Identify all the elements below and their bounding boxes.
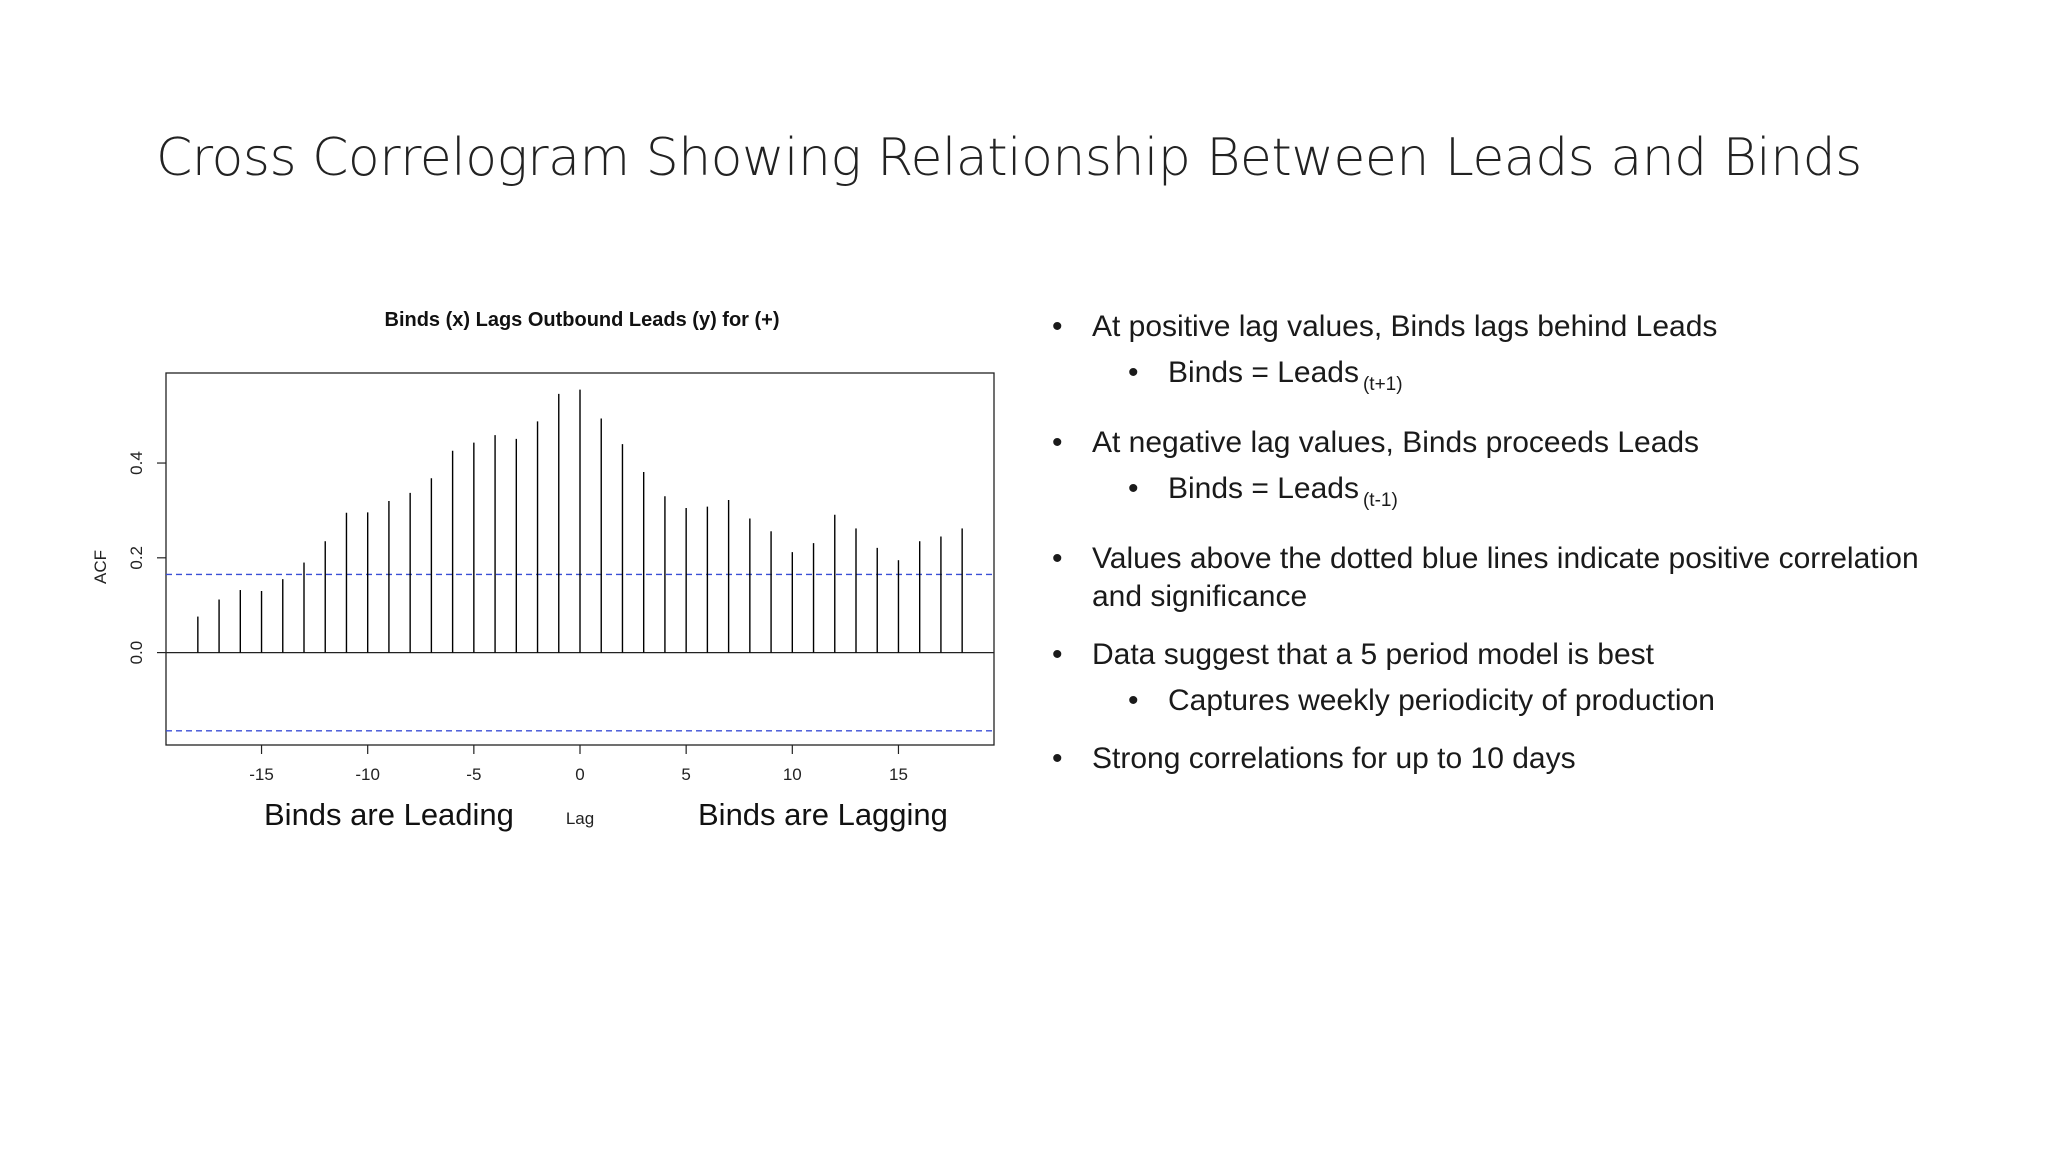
bullet-text: Data suggest that a 5 period model is be… xyxy=(1092,638,1655,671)
cross-correlogram-panel: Binds (x) Lags Outbound Leads (y) for (+… xyxy=(60,295,1020,855)
binds-leading-note: Binds are Leading xyxy=(264,797,514,832)
bullet-text: Binds = Leads xyxy=(1168,472,1359,505)
binds-lagging-note: Binds are Lagging xyxy=(698,797,948,832)
chart-title: Binds (x) Lags Outbound Leads (y) for (+… xyxy=(385,309,780,331)
bullet-text: At negative lag values, Binds proceeds L… xyxy=(1092,426,1700,459)
sub-bullet-item: Captures weekly periodicity of productio… xyxy=(1126,682,1970,720)
sub-bullet-item: Binds = Leads(t-1) xyxy=(1126,470,1970,520)
bullet-item: Data suggest that a 5 period model is be… xyxy=(1050,636,1970,674)
x-tick-label: 0 xyxy=(575,765,584,784)
y-tick-label: 0.0 xyxy=(127,641,146,665)
bullet-item: Values above the dotted blue lines indic… xyxy=(1050,540,1970,616)
bullet-text: Binds = Leads xyxy=(1168,356,1359,389)
x-tick-label: -15 xyxy=(249,765,274,784)
bullet-item: At negative lag values, Binds proceeds L… xyxy=(1050,424,1970,462)
bullet-text: At positive lag values, Binds lags behin… xyxy=(1092,310,1718,343)
cross-correlogram-chart: Binds (x) Lags Outbound Leads (y) for (+… xyxy=(91,309,995,828)
sub-bullet-item: Binds = Leads(t+1) xyxy=(1126,354,1970,404)
x-tick-label: 10 xyxy=(783,765,802,784)
bullet-text: Values above the dotted blue lines indic… xyxy=(1092,542,1919,613)
x-tick-label: -5 xyxy=(466,765,481,784)
bullet-subscript: (t-1) xyxy=(1362,490,1398,511)
bullet-item: Strong correlations for up to 10 days xyxy=(1050,740,1970,778)
x-tick-label: -10 xyxy=(355,765,380,784)
y-tick-label: 0.2 xyxy=(127,546,146,570)
bullet-text: Captures weekly periodicity of productio… xyxy=(1168,684,1715,717)
y-axis-label: ACF xyxy=(91,550,110,584)
bullet-item: At positive lag values, Binds lags behin… xyxy=(1050,308,1970,346)
y-tick-label: 0.4 xyxy=(127,451,146,475)
bullet-text: Strong correlations for up to 10 days xyxy=(1092,742,1576,775)
x-tick-label: 15 xyxy=(889,765,908,784)
slide-title: Cross Correlogram Showing Relationship B… xyxy=(156,128,1862,188)
x-axis-label: Lag xyxy=(566,809,594,828)
x-tick-label: 5 xyxy=(681,765,690,784)
bullet-list: At positive lag values, Binds lags behin… xyxy=(1050,308,1970,798)
bullet-subscript: (t+1) xyxy=(1362,374,1403,395)
